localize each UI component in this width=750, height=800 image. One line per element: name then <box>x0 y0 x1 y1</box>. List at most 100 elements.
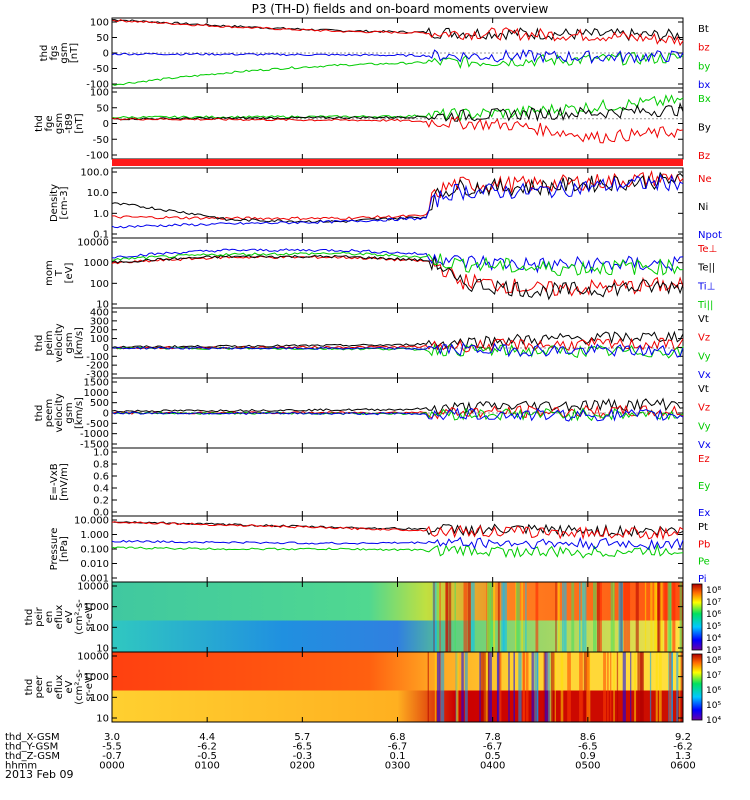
x-axis-value: 7.8 <box>485 732 501 743</box>
x-axis-row-label: thd_X-GSM <box>5 732 60 743</box>
spectrogram-stripe <box>603 652 607 722</box>
series-line-Ni <box>111 171 684 223</box>
colorbar-tick: 10⁸ <box>706 656 721 666</box>
spectrogram-stripe <box>480 652 484 722</box>
legend-entry: Ti⊥ <box>697 281 715 292</box>
x-axis-row-label: thd_Z-GSM <box>5 751 60 762</box>
spectrogram-stripe <box>660 582 663 652</box>
y-tick-label: 10000 <box>77 652 109 663</box>
x-axis-value: 0.5 <box>485 751 501 762</box>
y-axis-label: thd <box>34 335 45 352</box>
x-axis-value: -6.5 <box>578 742 598 753</box>
spectrogram-stripe <box>610 652 612 722</box>
y-tick-label: 100 <box>90 279 109 290</box>
y-tick-label: 100 <box>90 334 109 345</box>
y-tick-label: 1.0 <box>93 209 109 220</box>
y-axis-label: (cm²-s- <box>74 599 85 635</box>
y-tick-label: -1500 <box>80 440 109 451</box>
x-axis-value: -6.2 <box>197 742 217 753</box>
legend-entry: Pi <box>698 574 707 585</box>
y-tick-label: 0 <box>103 409 109 420</box>
spectrogram-stripe <box>620 582 623 652</box>
spectrogram-stripe <box>649 652 652 722</box>
y-axis-label: velocity <box>54 393 65 432</box>
x-axis-value: 8.6 <box>580 732 596 743</box>
x-axis-value: 5.7 <box>294 732 310 743</box>
y-tick-label: 10000 <box>77 238 109 249</box>
spectrogram-stripe <box>634 652 636 722</box>
y-tick-label: 10 <box>96 714 109 725</box>
y-tick-label: 400 <box>90 308 109 319</box>
spectrogram-stripe <box>635 582 639 652</box>
spectrogram-stripe <box>461 652 464 722</box>
y-axis-label: en <box>44 611 55 624</box>
spectrogram-stripe <box>501 582 505 652</box>
y-axis-label: [km/s] <box>74 397 85 429</box>
spectrogram-stripe <box>535 582 539 652</box>
series-line-By <box>111 101 684 122</box>
legend-entry: Ti|| <box>697 300 713 311</box>
spectrogram-lower <box>112 620 683 652</box>
x-axis-value: -6.7 <box>483 742 503 753</box>
spectrogram-stripe <box>616 652 619 722</box>
y-axis-label: eV <box>64 610 75 623</box>
y-tick-label: 0 <box>103 49 109 60</box>
panel-efield: 1.00.80.60.40.20.0 E=-VxB [mV/m] Ez Ey Ex <box>49 447 710 519</box>
x-axis-value: -6.2 <box>673 742 693 753</box>
y-tick-label: 0 <box>103 119 109 130</box>
x-axis-value: 0.1 <box>390 751 406 762</box>
spectrogram-stripe <box>433 582 435 652</box>
panel-frame <box>111 307 684 379</box>
y-axis-label: [nT] <box>69 43 80 63</box>
legend-entry: Vt <box>698 314 709 325</box>
spectrogram-stripe <box>554 652 556 722</box>
legend-entry: Pt <box>698 522 708 533</box>
spectrogram-stripe <box>544 652 548 722</box>
series-line-bz <box>111 19 684 47</box>
y-axis-label: T <box>54 269 65 277</box>
legend-entry: Vz <box>698 333 710 344</box>
y-axis-label: [cm-3] <box>59 186 70 219</box>
series-line-Ti|| <box>111 251 684 277</box>
spectrogram-stripe <box>479 652 481 722</box>
y-tick-label: 50 <box>96 103 109 114</box>
x-axis-value: 0500 <box>575 761 600 772</box>
spectrogram-stripe <box>637 652 640 722</box>
spectrogram-stripe <box>489 582 494 652</box>
series-line-Pe <box>111 543 684 559</box>
y-tick-label: 1500 <box>84 378 109 389</box>
spectrogram-stripe <box>432 582 437 652</box>
spectrogram-stripe <box>560 652 564 722</box>
y-tick-label: 0.6 <box>93 472 109 483</box>
x-axis-value: 0200 <box>290 761 315 772</box>
y-axis-label: E=-VxB <box>49 463 60 500</box>
x-axis-value: -0.5 <box>197 751 217 762</box>
y-axis-label: peim <box>44 330 55 355</box>
panel-temperature: 10000 1000 100 10 mom T [eV] Te⊥ Te|| Ti⊥ Ti|| <box>44 237 717 311</box>
series-line-Vx <box>111 342 684 358</box>
y-tick-label: 0 <box>103 343 109 354</box>
spectrogram-stripe <box>640 652 643 722</box>
spectrogram-stripe <box>463 582 467 652</box>
spectrogram-stripe <box>464 652 468 722</box>
spectrogram-stripe <box>427 652 429 722</box>
y-tick-label: 1000 <box>84 258 109 269</box>
legend-entry: Pb <box>698 539 710 550</box>
x-axis-value: 6.8 <box>390 732 406 743</box>
x-axis-value: 9.2 <box>675 732 691 743</box>
spectrogram-stripe <box>513 652 515 722</box>
legend-entry: Vt <box>698 384 709 395</box>
y-tick-label: 1000 <box>84 602 109 613</box>
spectrogram-stripe <box>551 652 555 722</box>
x-axis-value: 0100 <box>194 761 219 772</box>
y-tick-label: 100 <box>90 88 109 99</box>
legend-entry: Vy <box>698 421 711 432</box>
spectrogram-stripe <box>534 652 538 722</box>
y-tick-label: 10000 <box>77 582 109 593</box>
series-line-Ti⊥ <box>111 248 684 275</box>
spectrogram-stripe <box>567 652 571 722</box>
x-axis-value: -6.5 <box>293 742 313 753</box>
y-tick-label: 1.0 <box>93 448 109 459</box>
